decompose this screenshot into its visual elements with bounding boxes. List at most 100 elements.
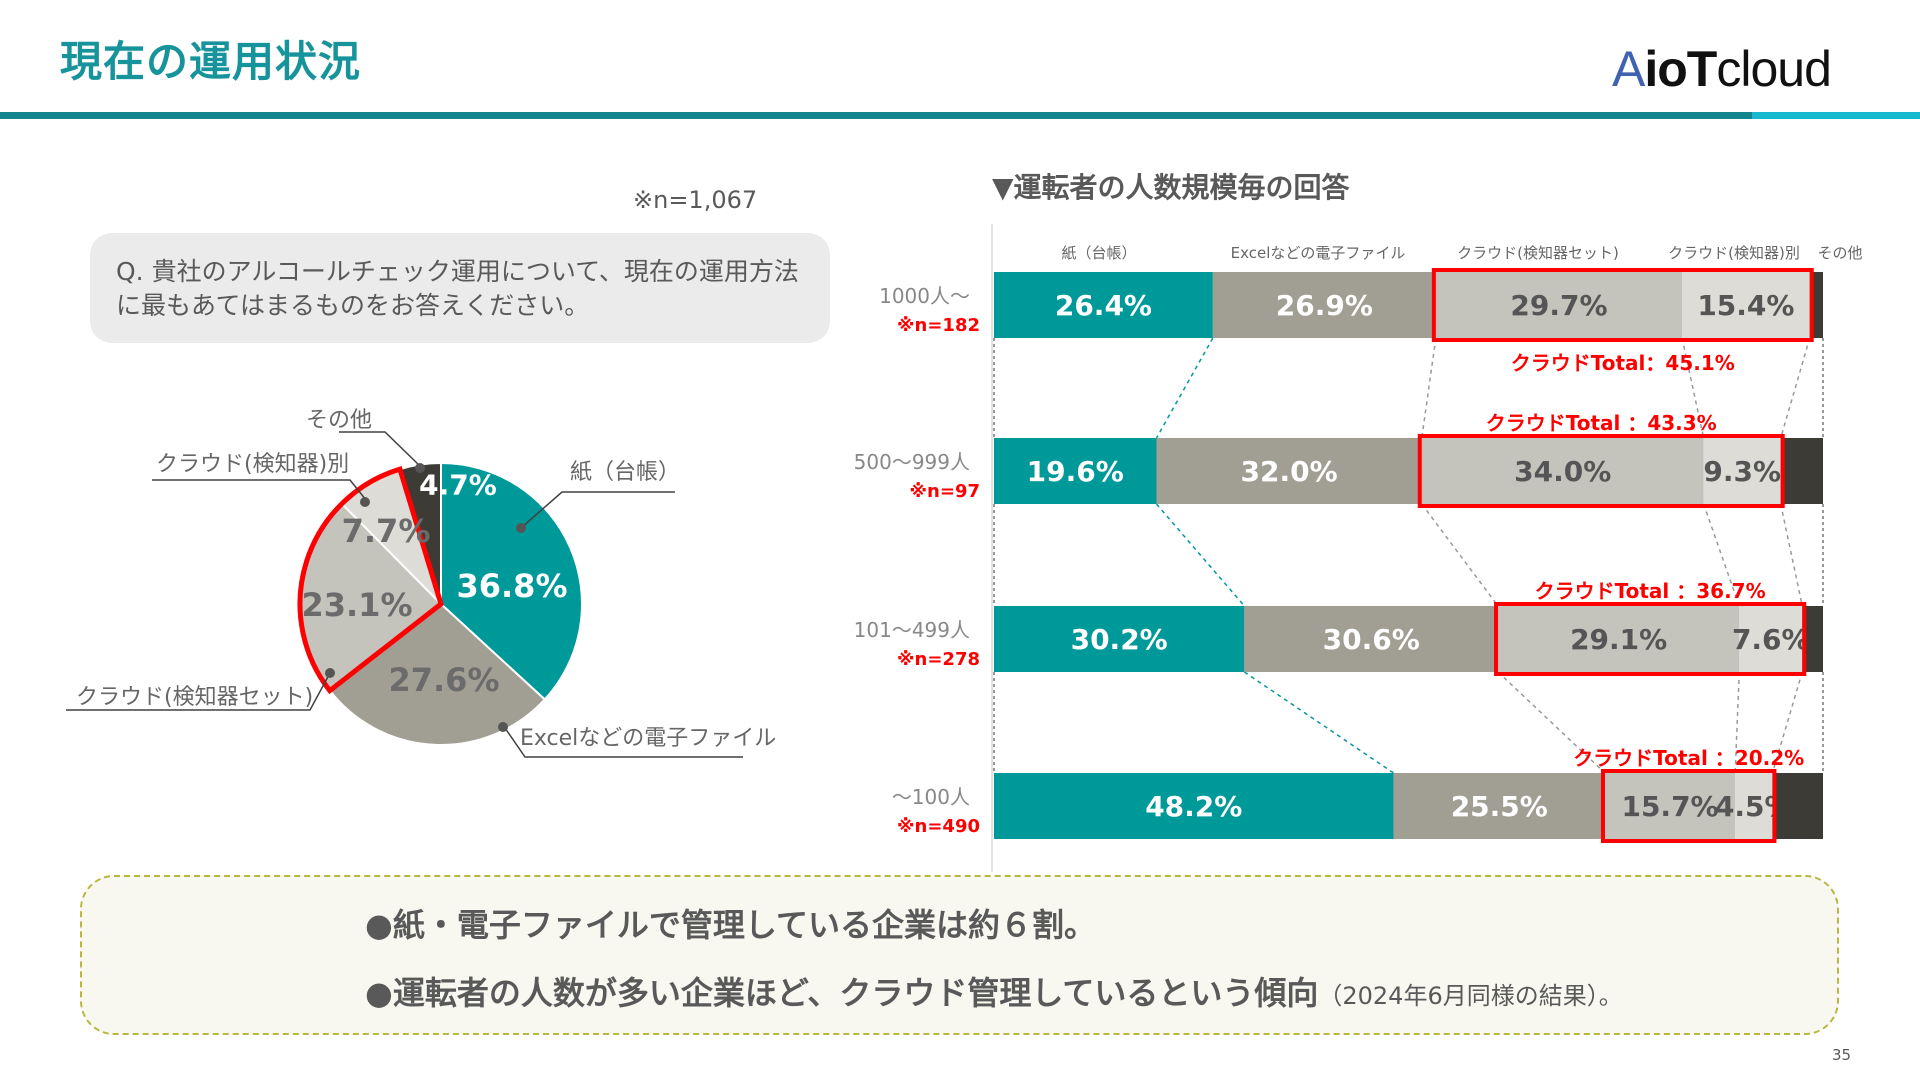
bar-value-label: 30.2% [1071, 623, 1168, 656]
pie-label-excel: Excelなどの電子ファイル [520, 726, 777, 751]
bar-value-label: 29.1% [1570, 623, 1667, 656]
summary-line-1: ●紙・電子ファイルで管理している企業は約６割。 [365, 906, 1096, 944]
pie-label-paper: 紙（台帳） [570, 460, 681, 485]
logo-io: io [1644, 41, 1687, 97]
leader-paper-dot [516, 523, 526, 533]
bar-value-label: 48.2% [1145, 790, 1242, 823]
pie-label-cloud-separate: クラウド(検知器)別 [156, 452, 350, 477]
leader-cloud-set-line [66, 672, 331, 711]
leader-other-line [339, 431, 421, 467]
row-sample-size: ※n=97 [910, 481, 980, 502]
pie-slice-0 [440, 461, 583, 701]
page-title: 現在の運用状況 [60, 37, 362, 86]
connector-line [1779, 503, 1804, 607]
series-header-0: 紙（台帳） [1061, 244, 1136, 262]
pie-value-cloud-separate: 7.7% [341, 512, 431, 550]
series-header-2: クラウド(検知器セット) [1457, 244, 1619, 262]
connector-line [1421, 337, 1437, 439]
cloud-total-label: クラウドTotal ：43.3% [1486, 411, 1717, 435]
bar-value-label: 32.0% [1241, 455, 1338, 488]
bar-value-label: 34.0% [1514, 455, 1611, 488]
sample-size: ※n=1,067 [633, 186, 758, 214]
question-box: Q. 貴社のアルコールチェック運用について、現在の運用方法に最もあてはまるものを… [90, 233, 830, 343]
row-sample-size: ※n=490 [897, 816, 980, 837]
bar-value-label: 15.7% [1621, 790, 1718, 823]
header-divider [0, 112, 1920, 119]
bar-segment [1604, 773, 1736, 839]
series-header-1: Excelなどの電子ファイル [1231, 244, 1406, 262]
row-sample-size: ※n=278 [897, 649, 980, 670]
series-header-3: クラウド(検知器)別 [1668, 244, 1800, 262]
bar-value-label: 19.6% [1027, 455, 1124, 488]
connector-line [1155, 503, 1245, 607]
row-label: ～100人 [892, 785, 970, 809]
connector-line [1780, 337, 1811, 439]
connector-line [1734, 671, 1741, 774]
connector-line [1243, 671, 1394, 774]
logo-t: T [1686, 41, 1718, 97]
row-label: 101～499人 [854, 618, 970, 642]
bar-segment [1682, 272, 1810, 338]
summary-line-2: ●運転者の人数が多い企業ほど、クラウド管理しているという傾向（2024年6月同様… [365, 968, 1623, 1014]
cloud-highlight-box [1494, 602, 1807, 676]
summary-line-2-text: ●運転者の人数が多い企業ほど、クラウド管理しているという傾向 [365, 974, 1319, 1012]
pie-value-excel: 27.6% [388, 661, 500, 699]
connector-line [1681, 337, 1705, 439]
leader-cloud-separate-line [152, 479, 367, 501]
bar-segment [994, 438, 1157, 504]
cloud-total-label: クラウドTotal：45.1% [1511, 351, 1735, 375]
bar-value-label: 26.9% [1276, 289, 1373, 322]
bar-segment [1393, 773, 1605, 839]
bar-segment [994, 773, 1394, 839]
bar-segment [1735, 773, 1773, 839]
leader-other-dot [415, 463, 425, 473]
connector-line [1771, 671, 1803, 774]
bar-segment [994, 606, 1245, 672]
aiotcloud-logo: AioTcloud [1612, 40, 1832, 98]
row-sample-size: ※n=182 [897, 315, 980, 336]
bar-segment [1780, 438, 1823, 504]
bar-value-label: 29.7% [1510, 289, 1607, 322]
logo-cloud: cloud [1716, 41, 1832, 97]
pie-highlight-outline [297, 465, 444, 695]
connector-line [1497, 671, 1606, 774]
pie-value-other: 4.7% [419, 468, 497, 502]
pie-label-other: その他 [306, 408, 373, 433]
bar-segment [1802, 606, 1823, 672]
cloud-total-label: クラウドTotal ：36.7% [1535, 579, 1766, 603]
connector-line [1421, 503, 1499, 607]
cloud-highlight-box [1417, 434, 1785, 508]
bar-value-label: 30.6% [1323, 623, 1420, 656]
bar-segment [1739, 606, 1803, 672]
leader-paper-line [520, 491, 675, 529]
leader-excel-line [504, 727, 743, 758]
leader-cloud-separate-dot [360, 497, 370, 507]
pie-slice-1 [328, 602, 547, 746]
pie-label-cloud-set: クラウド(検知器セット) [76, 685, 314, 710]
row-label: 1000人～ [879, 284, 970, 308]
row-label: 500～999人 [854, 450, 970, 474]
bar-segment [1703, 438, 1781, 504]
bar-segment [1498, 606, 1740, 672]
cloud-highlight-box [1431, 268, 1814, 342]
leader-cloud-set-dot [325, 668, 335, 678]
leader-excel-dot [498, 722, 508, 732]
bar-chart-title: ▼運転者の人数規模毎の回答 [992, 171, 1350, 204]
logo-a: A [1612, 41, 1645, 97]
pie-value-cloud-set: 23.1% [301, 586, 413, 624]
bar-segment [1421, 438, 1704, 504]
connector-line [1702, 503, 1740, 607]
bar-segment [994, 272, 1213, 338]
bar-segment [1212, 272, 1436, 338]
cloud-total-label: クラウドTotal ：20.2% [1573, 746, 1804, 770]
bar-value-label: 9.3% [1703, 455, 1781, 488]
connector-line [1155, 337, 1214, 439]
summary-box [80, 875, 1839, 1035]
page-number: 35 [1832, 1046, 1852, 1064]
pie-value-paper: 36.8% [456, 567, 568, 605]
bar-segment [1772, 773, 1823, 839]
summary-line-2-note: （2024年6月同様の結果）。 [1318, 982, 1623, 1010]
series-header-4: その他 [1817, 244, 1862, 262]
